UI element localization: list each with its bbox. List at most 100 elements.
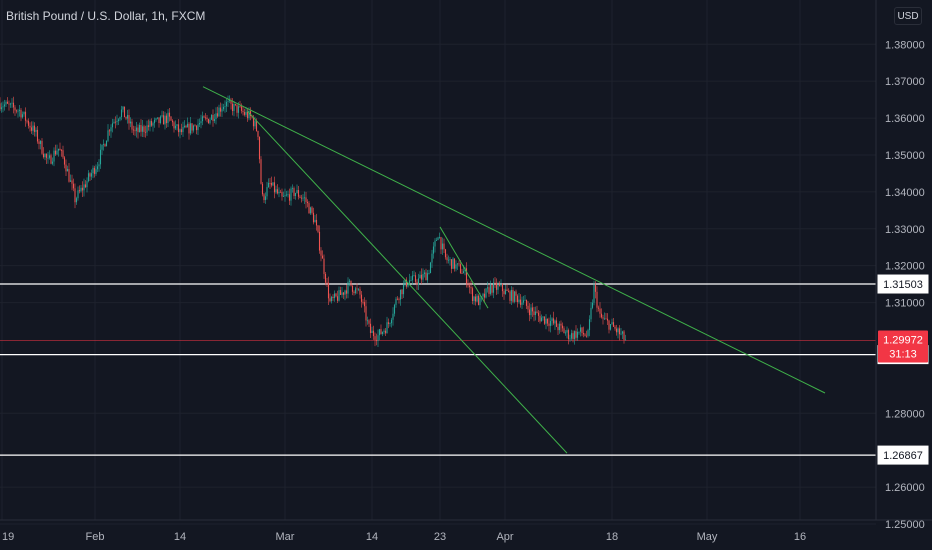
currency-button[interactable]: USD [894,7,922,25]
candle-body [453,258,456,269]
candle-body [266,187,268,197]
candle-body [371,330,373,334]
candle-body [143,126,145,132]
candle-body [473,296,475,301]
candle-body [353,291,355,294]
candle-body [116,120,118,122]
candle-body [321,255,324,259]
candle-body [452,258,454,269]
candle-body [558,323,561,331]
candle-body [522,300,525,303]
candle-body [264,196,267,201]
candle-body [0,103,1,110]
candle-body [225,101,228,107]
candle-body [612,322,615,327]
time-axis[interactable]: 19 Feb 14 Mar 14 23 Apr 18 May 16 [2,531,806,543]
time-tick-label: 16 [794,531,806,543]
candle-body [386,322,388,334]
candle-body [3,104,6,107]
candle-body [492,282,495,293]
candle-body [35,129,37,132]
candle-body [17,110,19,112]
candle-body [611,322,613,325]
candle-body [180,129,183,133]
candle-body [66,169,69,172]
candle-body [476,295,478,302]
candle-body [134,130,136,132]
candle-body [431,253,433,263]
candle-body [267,182,270,188]
candle-body [389,323,391,324]
candle-body [155,118,157,120]
candle-body [606,318,609,321]
candle-body [26,120,28,122]
candle-body [435,240,438,241]
price-axis[interactable]: 1.38000 1.37000 1.36000 1.35000 1.34000 1.330… [885,39,925,531]
candle-body [620,333,622,335]
candle-body [554,320,556,324]
candle-body [71,180,73,184]
trendline[interactable] [202,86,826,394]
horizontal-levels[interactable] [0,283,876,456]
candle-body [203,116,205,118]
candle-body [414,275,417,282]
candle-body [246,111,249,119]
candle-body [458,263,460,265]
candle-body [578,331,580,333]
candle-body [491,284,493,293]
candle-body [594,284,597,292]
candle-body [198,123,201,125]
price-tick-label: 1.26000 [885,482,925,494]
candle-body [378,329,381,336]
candle-body [8,103,10,105]
candle-body [363,302,366,307]
time-tick-label: 14 [174,531,186,543]
candle-body [383,330,385,332]
candle-body [549,320,552,326]
candle-body [477,295,480,306]
candle-body [239,106,241,108]
candle-body [417,278,420,285]
candle-body [579,327,582,332]
price-tick-label: 1.25000 [885,519,925,531]
candle-body [240,106,243,111]
candle-body [528,309,531,316]
candle-body [573,331,576,340]
candle-body [438,237,441,238]
candle-body [486,287,489,289]
candle-body [216,113,219,117]
candle-body [300,197,303,199]
candle-body [395,298,397,305]
candle-body [218,107,220,117]
candle-body [581,327,583,334]
candle-body [614,326,616,329]
candle-body [137,127,139,133]
candle-body [432,246,435,254]
candle-body [248,111,250,119]
candle-body [75,198,78,203]
candle-body [344,290,346,295]
candle-body [302,197,304,199]
candle-body [252,117,255,127]
candle-body [243,112,246,115]
candle-body [15,110,18,112]
trendlines[interactable] [202,86,826,454]
candle-body [183,125,186,128]
candle-body [254,121,256,127]
candle-body [245,111,247,115]
candle-body [41,140,43,154]
candle-body [345,290,348,294]
candle-body [122,106,124,110]
candle-body [179,129,181,133]
trendline[interactable] [439,226,489,309]
candle-body [530,307,532,316]
candle-body [315,219,318,226]
candle-body [441,243,444,250]
candle-body [398,298,400,300]
time-tick-label: 14 [366,531,378,543]
candle-body [555,320,558,327]
trendline[interactable] [246,110,568,454]
candle-body [479,297,481,306]
candle-body [548,323,550,326]
